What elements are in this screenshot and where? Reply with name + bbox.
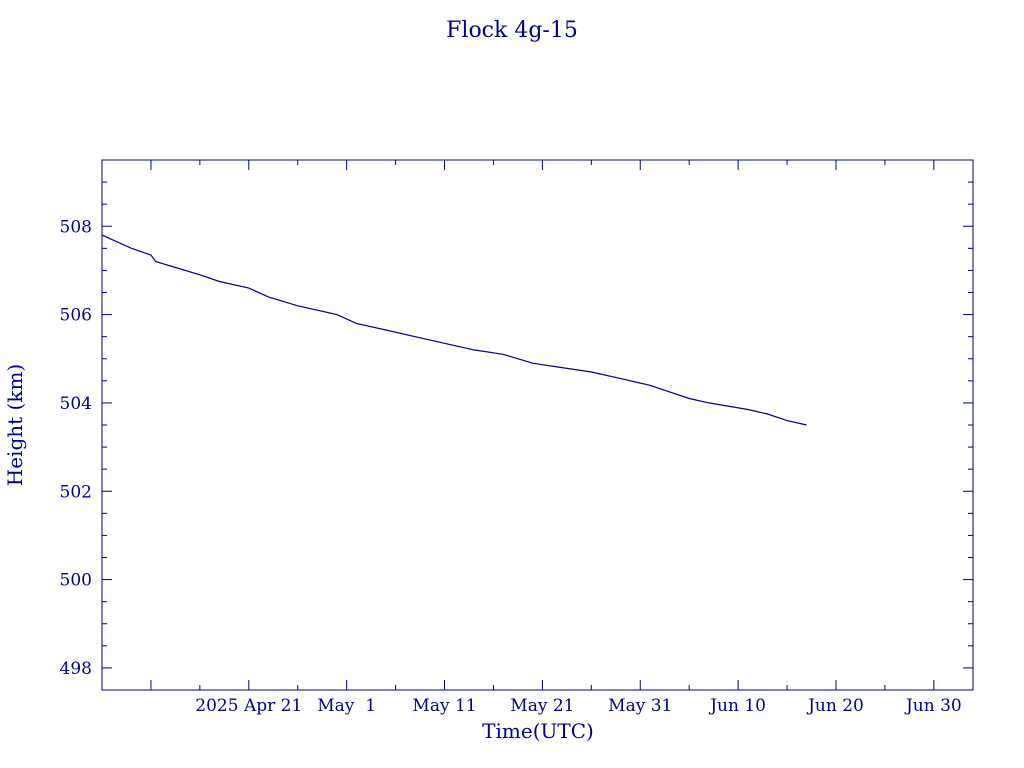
axis-ticks: [102, 159, 973, 691]
y-tick-label: 498: [60, 659, 92, 679]
axis-tick-labels: 2025 Apr 21 May 1 May 11 May 21 May 31 Jun 10…: [60, 217, 962, 716]
series-line-height: [101, 234, 807, 426]
x-axis-title: Time(UTC): [482, 719, 594, 743]
x-tick-label: Jun 20: [806, 696, 864, 716]
y-tick-label: 504: [60, 394, 92, 414]
x-tick-label: Jun 10: [708, 696, 766, 716]
x-tick-label: May 31: [608, 696, 672, 716]
y-axis-title: Height (km): [3, 364, 27, 486]
x-tick-label: 2025 Apr 21: [195, 696, 302, 716]
x-tick-label: May 1: [317, 696, 376, 716]
y-tick-label: 500: [60, 571, 92, 591]
x-tick-label: May 21: [510, 696, 574, 716]
y-tick-label: 502: [60, 482, 92, 502]
x-tick-label: May 11: [412, 696, 476, 716]
plot-frame: [101, 159, 974, 691]
y-tick-label: 506: [60, 306, 92, 326]
chart-title: Flock 4g-15: [446, 18, 578, 43]
y-tick-label: 508: [60, 217, 92, 237]
x-tick-label: Jun 30: [904, 696, 962, 716]
